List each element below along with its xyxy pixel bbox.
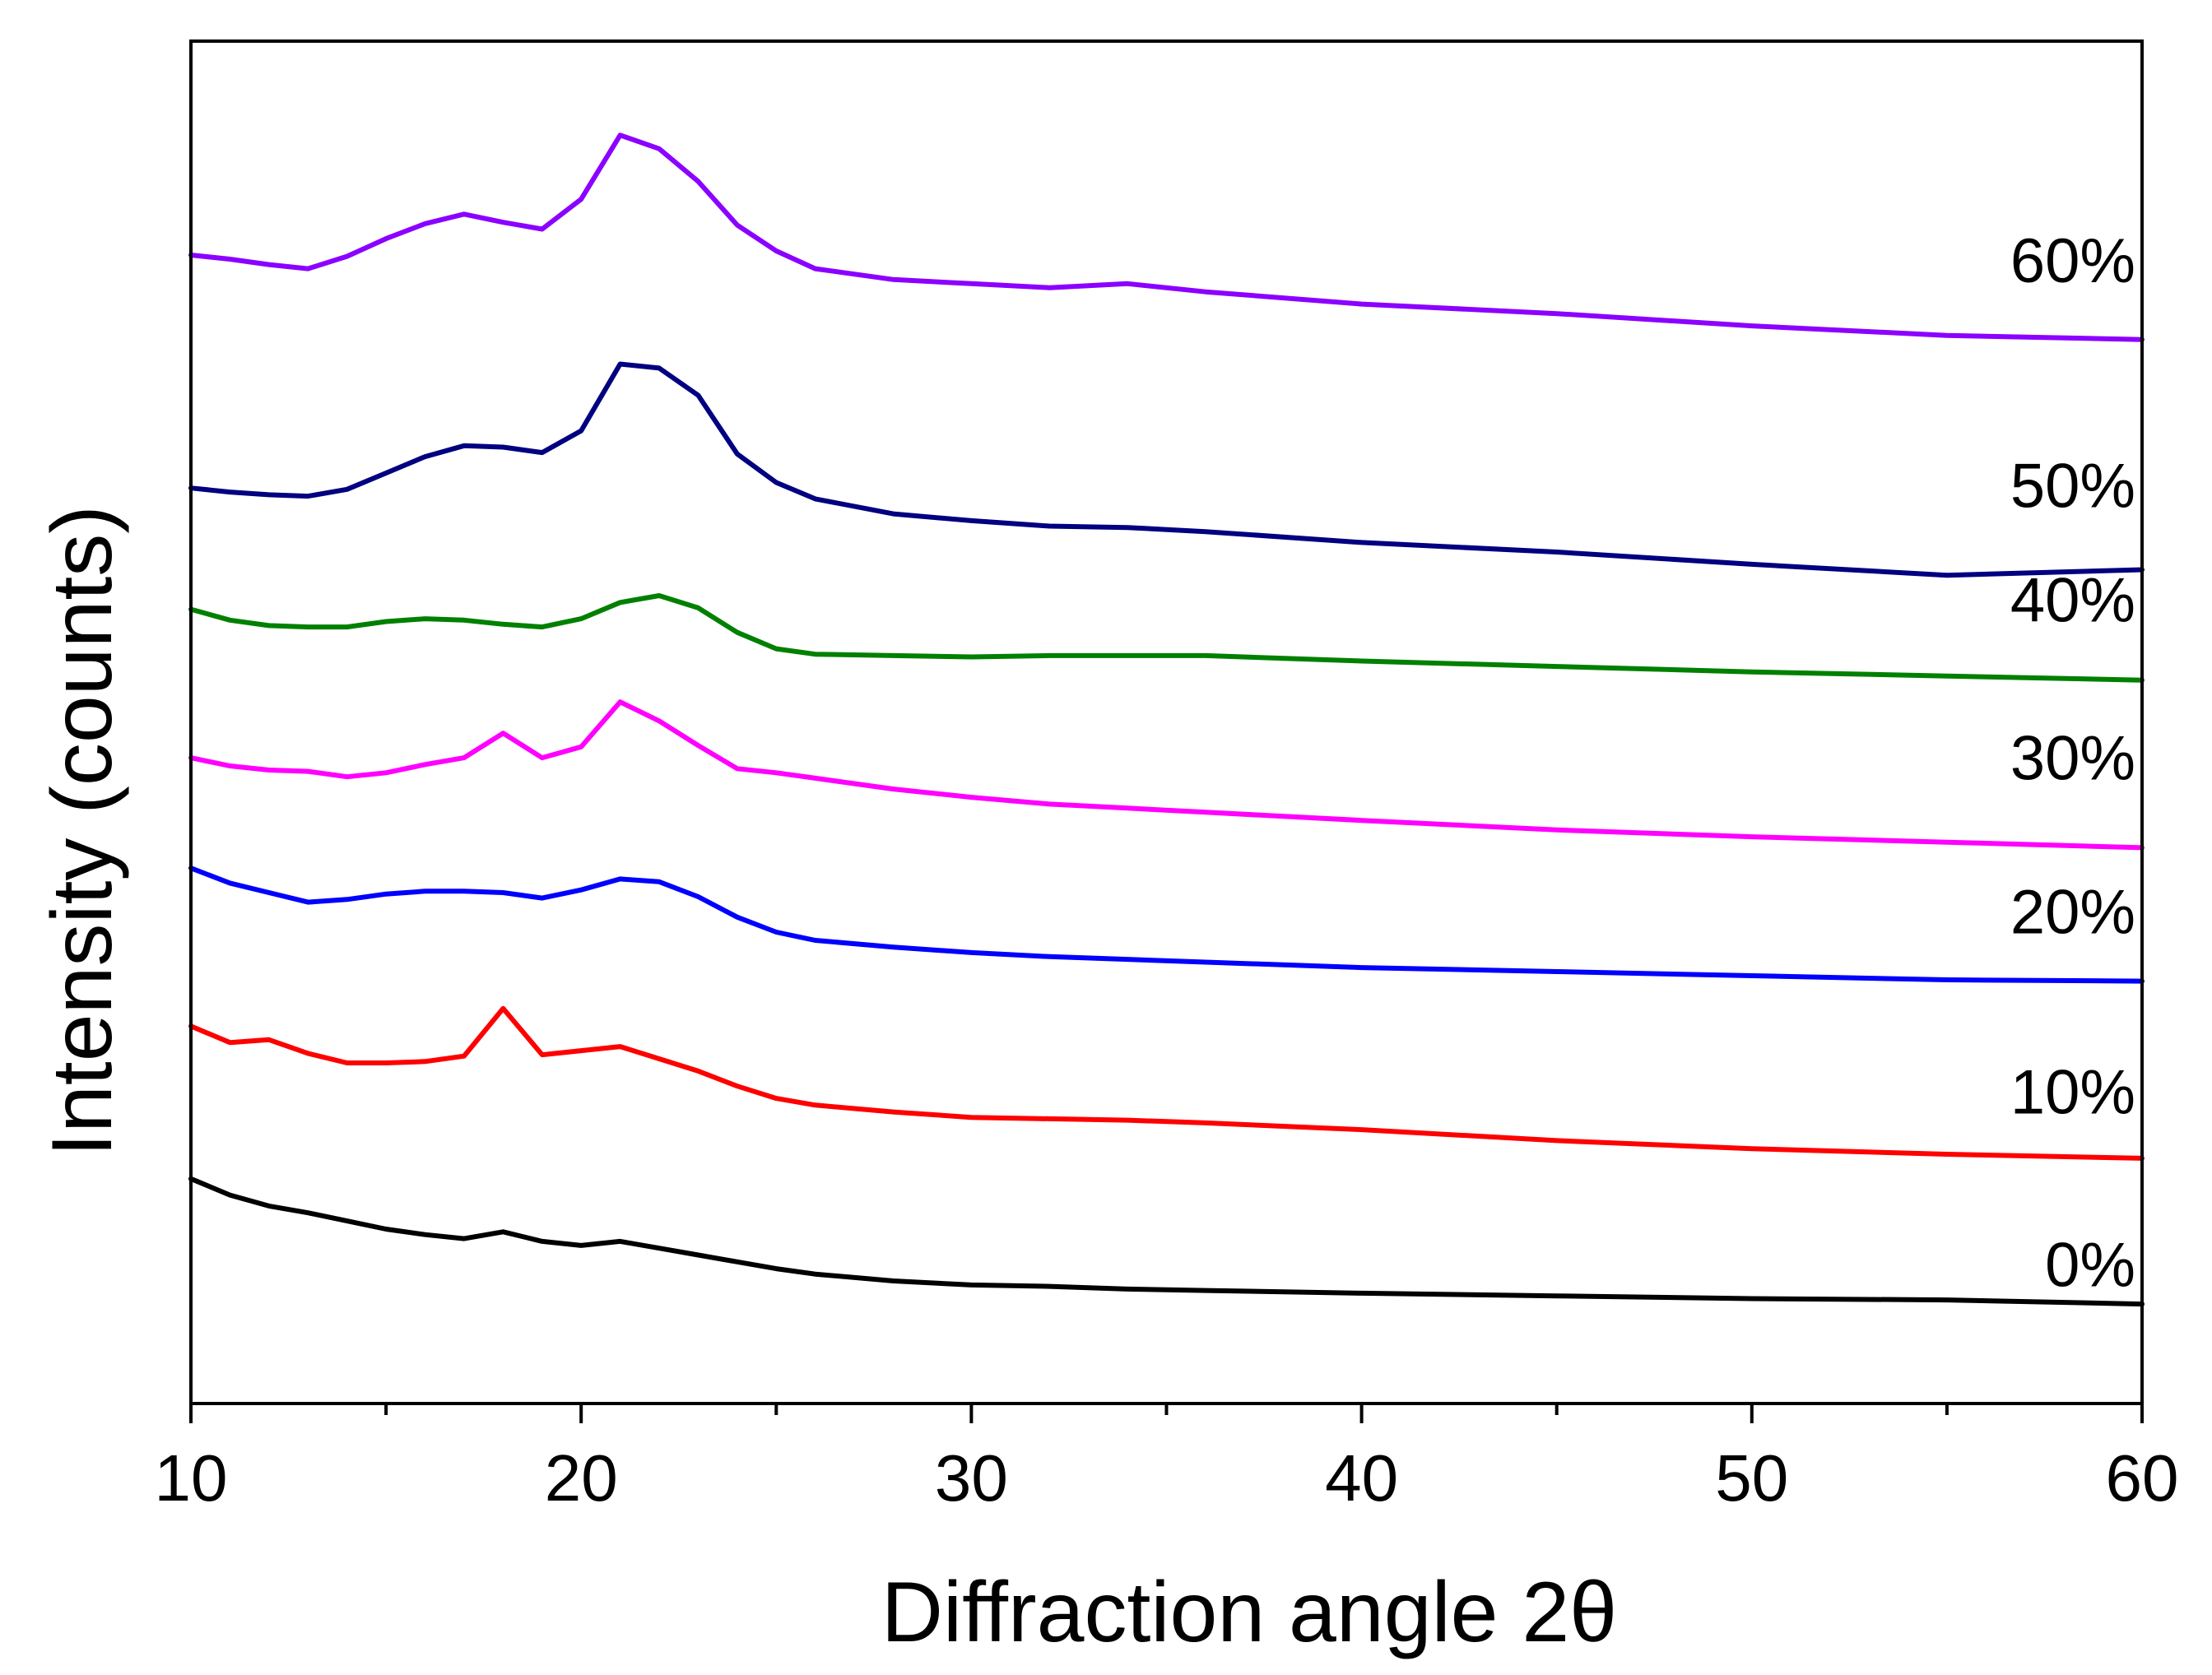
x-tick-label-2: 30 (935, 1441, 1008, 1515)
series-layer (188, 132, 2145, 1307)
y-axis-title: Intensity (counts) (35, 505, 130, 1157)
series-labels: 0% 10% 20% 30% 40% 50% 60% (2010, 226, 2135, 1300)
series-label-4: 40% (2010, 565, 2135, 635)
series-line-6 (188, 132, 2145, 342)
x-tick-label-4: 50 (1715, 1441, 1788, 1515)
x-axis-title: Diffraction angle 2θ (881, 1565, 1617, 1660)
series-label-2: 20% (2010, 878, 2135, 948)
series-label-3: 30% (2010, 724, 2135, 794)
series-line-2 (188, 865, 2145, 984)
x-tick-label-5: 60 (2106, 1441, 2179, 1515)
series-label-0: 0% (2045, 1231, 2135, 1301)
x-axis-ticks: 10 20 30 40 50 60 (155, 1404, 2179, 1515)
series-label-1: 10% (2010, 1057, 2135, 1127)
series-line-3 (188, 699, 2145, 851)
series-line-1 (188, 1005, 2145, 1161)
series-line-0 (188, 1176, 2145, 1307)
x-tick-label-1: 20 (545, 1441, 618, 1515)
series-line-5 (188, 361, 2145, 578)
x-tick-label-3: 40 (1325, 1441, 1398, 1515)
series-label-5: 50% (2010, 451, 2135, 521)
series-label-6: 60% (2010, 226, 2135, 296)
series-line-4 (188, 593, 2145, 683)
x-tick-label-0: 10 (155, 1441, 228, 1515)
